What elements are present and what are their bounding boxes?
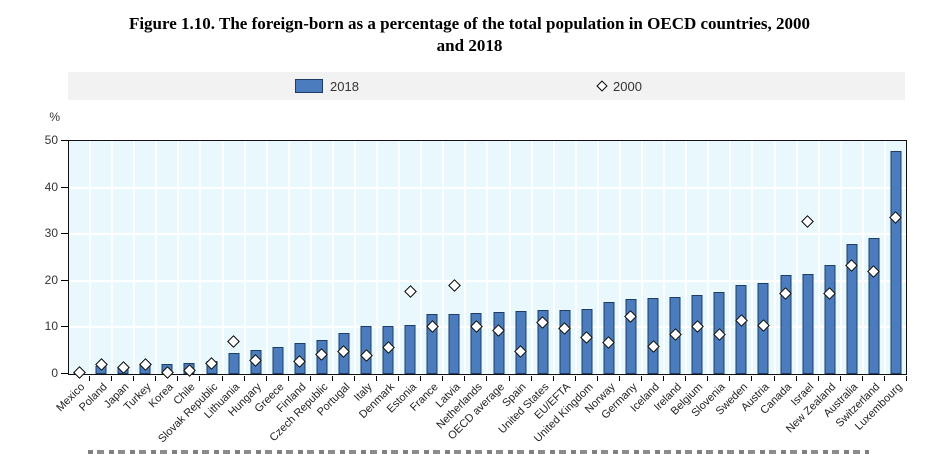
category-slot: Slovak Republic: [156, 141, 223, 445]
figure-title-line1: Figure 1.10. The foreign-born as a perce…: [128, 14, 811, 33]
category-slot: Korea: [147, 141, 179, 410]
bar-2018: [846, 244, 858, 374]
bar-2018: [515, 311, 527, 374]
marker-2000: [72, 365, 86, 379]
marker-2000: [447, 279, 461, 293]
bar-2018: [426, 314, 438, 374]
x-axis-label: Korea: [146, 381, 176, 411]
bar-2018: [780, 274, 792, 374]
bar-2018: [493, 312, 505, 374]
category-slot: Israel: [789, 141, 819, 409]
bar-2018: [537, 310, 549, 374]
plot-area: Mexico Poland Japan Turkey Korea Chile Slovak …: [54, 140, 908, 445]
category-slot: Iceland: [628, 141, 665, 415]
category-slot: Spain: [501, 141, 532, 409]
bar-2018: [404, 324, 416, 374]
bar-2018: [470, 313, 482, 374]
category-slot: Latvia: [434, 141, 466, 410]
category-slot: New Zealand: [784, 141, 841, 435]
category-slot: Poland: [77, 141, 113, 414]
y-axis-unit-label: %: [49, 110, 60, 124]
category-slot: Chile: [172, 141, 201, 407]
category-slot: Luxembourg: [853, 141, 908, 433]
bar-2018: [647, 297, 659, 374]
category-slot: Germany: [599, 141, 643, 421]
bar-2018: [735, 285, 747, 374]
bar-2018: [559, 309, 571, 374]
y-tick-label: 50: [44, 133, 58, 147]
bar-2018: [272, 346, 284, 374]
y-tick-label: 0: [51, 366, 58, 380]
bar-2018: [824, 264, 836, 374]
category-slot: Netherlands: [435, 141, 488, 431]
y-tick-mark: [61, 326, 68, 328]
category-slot: United States: [496, 141, 554, 436]
category-slot: United Kingdom: [531, 141, 598, 445]
marker-2000: [227, 335, 240, 348]
bar-swatch-icon: [295, 79, 323, 93]
category-slot: Ireland: [651, 141, 687, 413]
truncated-caption-line: [88, 450, 869, 454]
figure-title: Figure 1.10. The foreign-born as a perce…: [0, 13, 939, 58]
category-slot: Hungary: [226, 141, 267, 419]
y-tick-mark: [61, 279, 68, 281]
y-tick-label: 30: [44, 226, 58, 241]
category-slot: Slovenia: [689, 141, 731, 419]
category-slot: Sweden: [713, 141, 753, 418]
diamond-marker-icon: [596, 80, 608, 92]
bar-2018: [691, 295, 703, 374]
y-tick-mark: [61, 140, 68, 141]
bar-2018: [868, 237, 880, 374]
y-tick-mark: [61, 233, 68, 235]
bar-series-container: Mexico Poland Japan Turkey Korea Chile Slovak …: [54, 141, 908, 445]
y-axis: 0 10 20 30 40 50: [0, 133, 68, 380]
category-slot: Italy: [352, 141, 378, 404]
category-slot: Turkey: [122, 141, 157, 413]
category-slot: Austria: [739, 141, 775, 414]
category-slot: Estonia: [384, 141, 422, 415]
category-slot: Australia: [822, 141, 863, 420]
category-slot: Belgium: [669, 141, 709, 418]
legend-item-2018: 2018: [295, 72, 359, 100]
y-tick-label: 20: [44, 272, 58, 287]
bar-2018: [625, 299, 637, 374]
legend-item-2000: 2000: [596, 72, 642, 100]
bar-2018: [890, 150, 902, 374]
marker-2000: [403, 284, 417, 298]
y-tick-label: 10: [44, 319, 58, 334]
bar-2018: [802, 273, 814, 374]
y-tick-label: 40: [44, 179, 58, 194]
category-slot: Japan: [102, 141, 135, 411]
legend-label-2000: 2000: [613, 78, 642, 94]
y-tick-mark: [61, 186, 68, 188]
marker-2000: [801, 214, 814, 228]
category-slot: Switzerland: [834, 141, 885, 430]
category-slot: Canada: [758, 141, 797, 417]
legend-label-2018: 2018: [330, 78, 359, 94]
category-slot: Norway: [583, 141, 621, 416]
category-slot: Greece: [252, 141, 289, 415]
category-slot: Denmark: [357, 141, 400, 421]
legend: 2018 2000: [68, 72, 905, 100]
category-slot: EU/EFTA: [532, 141, 576, 422]
bar-2018: [448, 314, 460, 374]
category-slot: Portugal: [315, 141, 356, 418]
category-slot: OECD average: [446, 141, 510, 442]
category-slot: Finland: [274, 141, 311, 415]
category-slot: Czech Republic: [267, 141, 334, 444]
bar-2018: [228, 353, 240, 374]
category-slot: France: [408, 141, 444, 414]
category-slot: Mexico: [54, 141, 91, 414]
figure-title-line2: and 2018: [436, 36, 503, 56]
category-slot: Lithuania: [202, 141, 245, 421]
y-tick-mark: [61, 373, 68, 374]
